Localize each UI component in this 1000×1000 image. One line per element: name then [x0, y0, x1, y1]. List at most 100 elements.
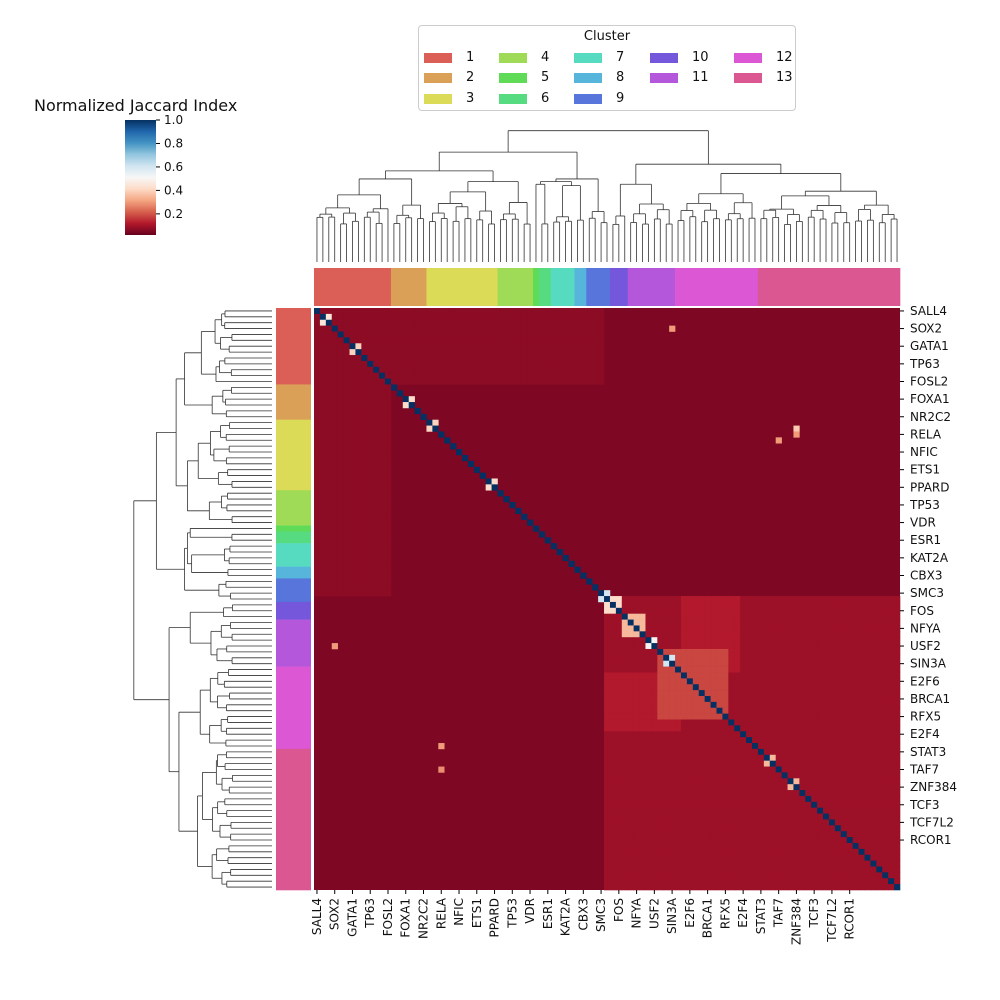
heatmap-cell [639, 760, 646, 767]
heatmap-cell [355, 584, 362, 591]
heatmap-cell [325, 460, 333, 468]
heatmap-cell [805, 878, 812, 885]
heatmap-cell [799, 813, 806, 820]
heatmap-cell [728, 637, 735, 644]
heatmap-cell [432, 337, 439, 344]
heatmap-cell [343, 543, 350, 550]
heatmap-cell [379, 549, 386, 556]
heatmap-cell [757, 825, 765, 832]
heatmap-cell [823, 878, 830, 885]
heatmap-cell [858, 607, 865, 614]
heatmap-cell [521, 331, 528, 338]
heatmap-cell [669, 648, 676, 656]
heatmap-cell [633, 790, 640, 797]
heatmap-cell [769, 772, 776, 779]
heatmap-cell [515, 319, 522, 326]
heatmap-cell [775, 701, 782, 709]
heatmap-cell [414, 308, 421, 315]
heatmap-cell [343, 472, 350, 479]
heatmap-cell [746, 684, 753, 691]
heatmap-cell [615, 672, 623, 679]
heatmap-cell [627, 772, 634, 779]
heatmap-cell [740, 619, 747, 626]
heatmap-cell [633, 813, 640, 820]
heatmap-cell [485, 337, 492, 344]
heatmap-cell [781, 678, 788, 685]
heatmap-cell [325, 437, 333, 444]
heatmap-cell [846, 737, 853, 744]
heatmap-cell [675, 866, 682, 873]
heatmap-cell [817, 713, 824, 720]
heatmap-cell [373, 407, 380, 415]
heatmap-cell [740, 795, 747, 803]
heatmap-cell [408, 402, 415, 409]
heatmap-cell [746, 601, 753, 609]
heatmap-cell [550, 325, 557, 332]
heatmap-cell [799, 743, 806, 750]
heatmap-cell [692, 819, 700, 826]
heatmap-cell [456, 343, 463, 350]
heatmap-cell [728, 872, 735, 879]
heatmap-cell [710, 778, 717, 785]
heatmap-cell [586, 360, 593, 368]
heatmap-cell [852, 648, 859, 656]
heatmap-cell [325, 466, 333, 473]
heatmap-cell [479, 372, 486, 379]
heatmap-cell [314, 366, 321, 373]
heatmap-cell [787, 772, 794, 779]
heatmap-cell [722, 701, 729, 709]
heatmap-cell [840, 790, 848, 797]
heatmap-cell [337, 454, 344, 462]
heatmap-cell [787, 648, 794, 656]
heatmap-cell [426, 355, 433, 362]
heatmap-cell [568, 337, 575, 344]
heatmap-cell [740, 743, 747, 750]
heatmap-cell [473, 372, 481, 379]
heatmap-cell [675, 878, 682, 885]
legend-swatch [574, 53, 602, 63]
heatmap-cell [479, 319, 486, 326]
heatmap-cell [680, 801, 688, 808]
heatmap-cell [319, 513, 327, 520]
heatmap-cell [633, 625, 640, 632]
heatmap-cell [379, 319, 386, 326]
heatmap-cell [331, 343, 338, 350]
heatmap-cell [704, 743, 711, 750]
heatmap-cell [894, 866, 901, 873]
heatmap-cell [645, 813, 652, 820]
heatmap-cell [828, 866, 836, 873]
heatmap-cell [343, 484, 350, 491]
heatmap-cell [349, 502, 356, 509]
heatmap-cell [728, 731, 735, 738]
heatmap-cell [787, 696, 794, 703]
heatmap-cell [716, 701, 723, 709]
heatmap-cell [840, 625, 848, 632]
heatmap-cell [686, 607, 694, 614]
heatmap-cell [692, 631, 700, 638]
heatmap-cell [503, 325, 510, 332]
heatmap-cell [769, 601, 776, 609]
heatmap-cell [793, 701, 800, 709]
heatmap-cell [888, 760, 895, 767]
heatmap-cell [716, 772, 723, 779]
heatmap-cell [722, 601, 729, 609]
heatmap-cell [343, 584, 350, 591]
heatmap-cell [710, 725, 717, 732]
heatmap-cell [645, 631, 652, 638]
heatmap-cell [396, 349, 404, 356]
heatmap-cell [379, 313, 386, 321]
heatmap-cell [787, 884, 794, 891]
heatmap-cell [870, 831, 877, 838]
heatmap-cell [740, 878, 747, 885]
heatmap-cell [639, 743, 646, 750]
heatmap-cell [805, 607, 812, 614]
heatmap-cell [793, 778, 800, 785]
heatmap-cell [846, 872, 853, 879]
heatmap-cell [331, 454, 338, 462]
heatmap-cell [604, 731, 611, 738]
heatmap-cell [680, 872, 688, 879]
heatmap-cell [491, 308, 498, 315]
heatmap-cell [757, 737, 765, 744]
heatmap-cell [639, 631, 646, 638]
heatmap-cell [432, 349, 439, 356]
